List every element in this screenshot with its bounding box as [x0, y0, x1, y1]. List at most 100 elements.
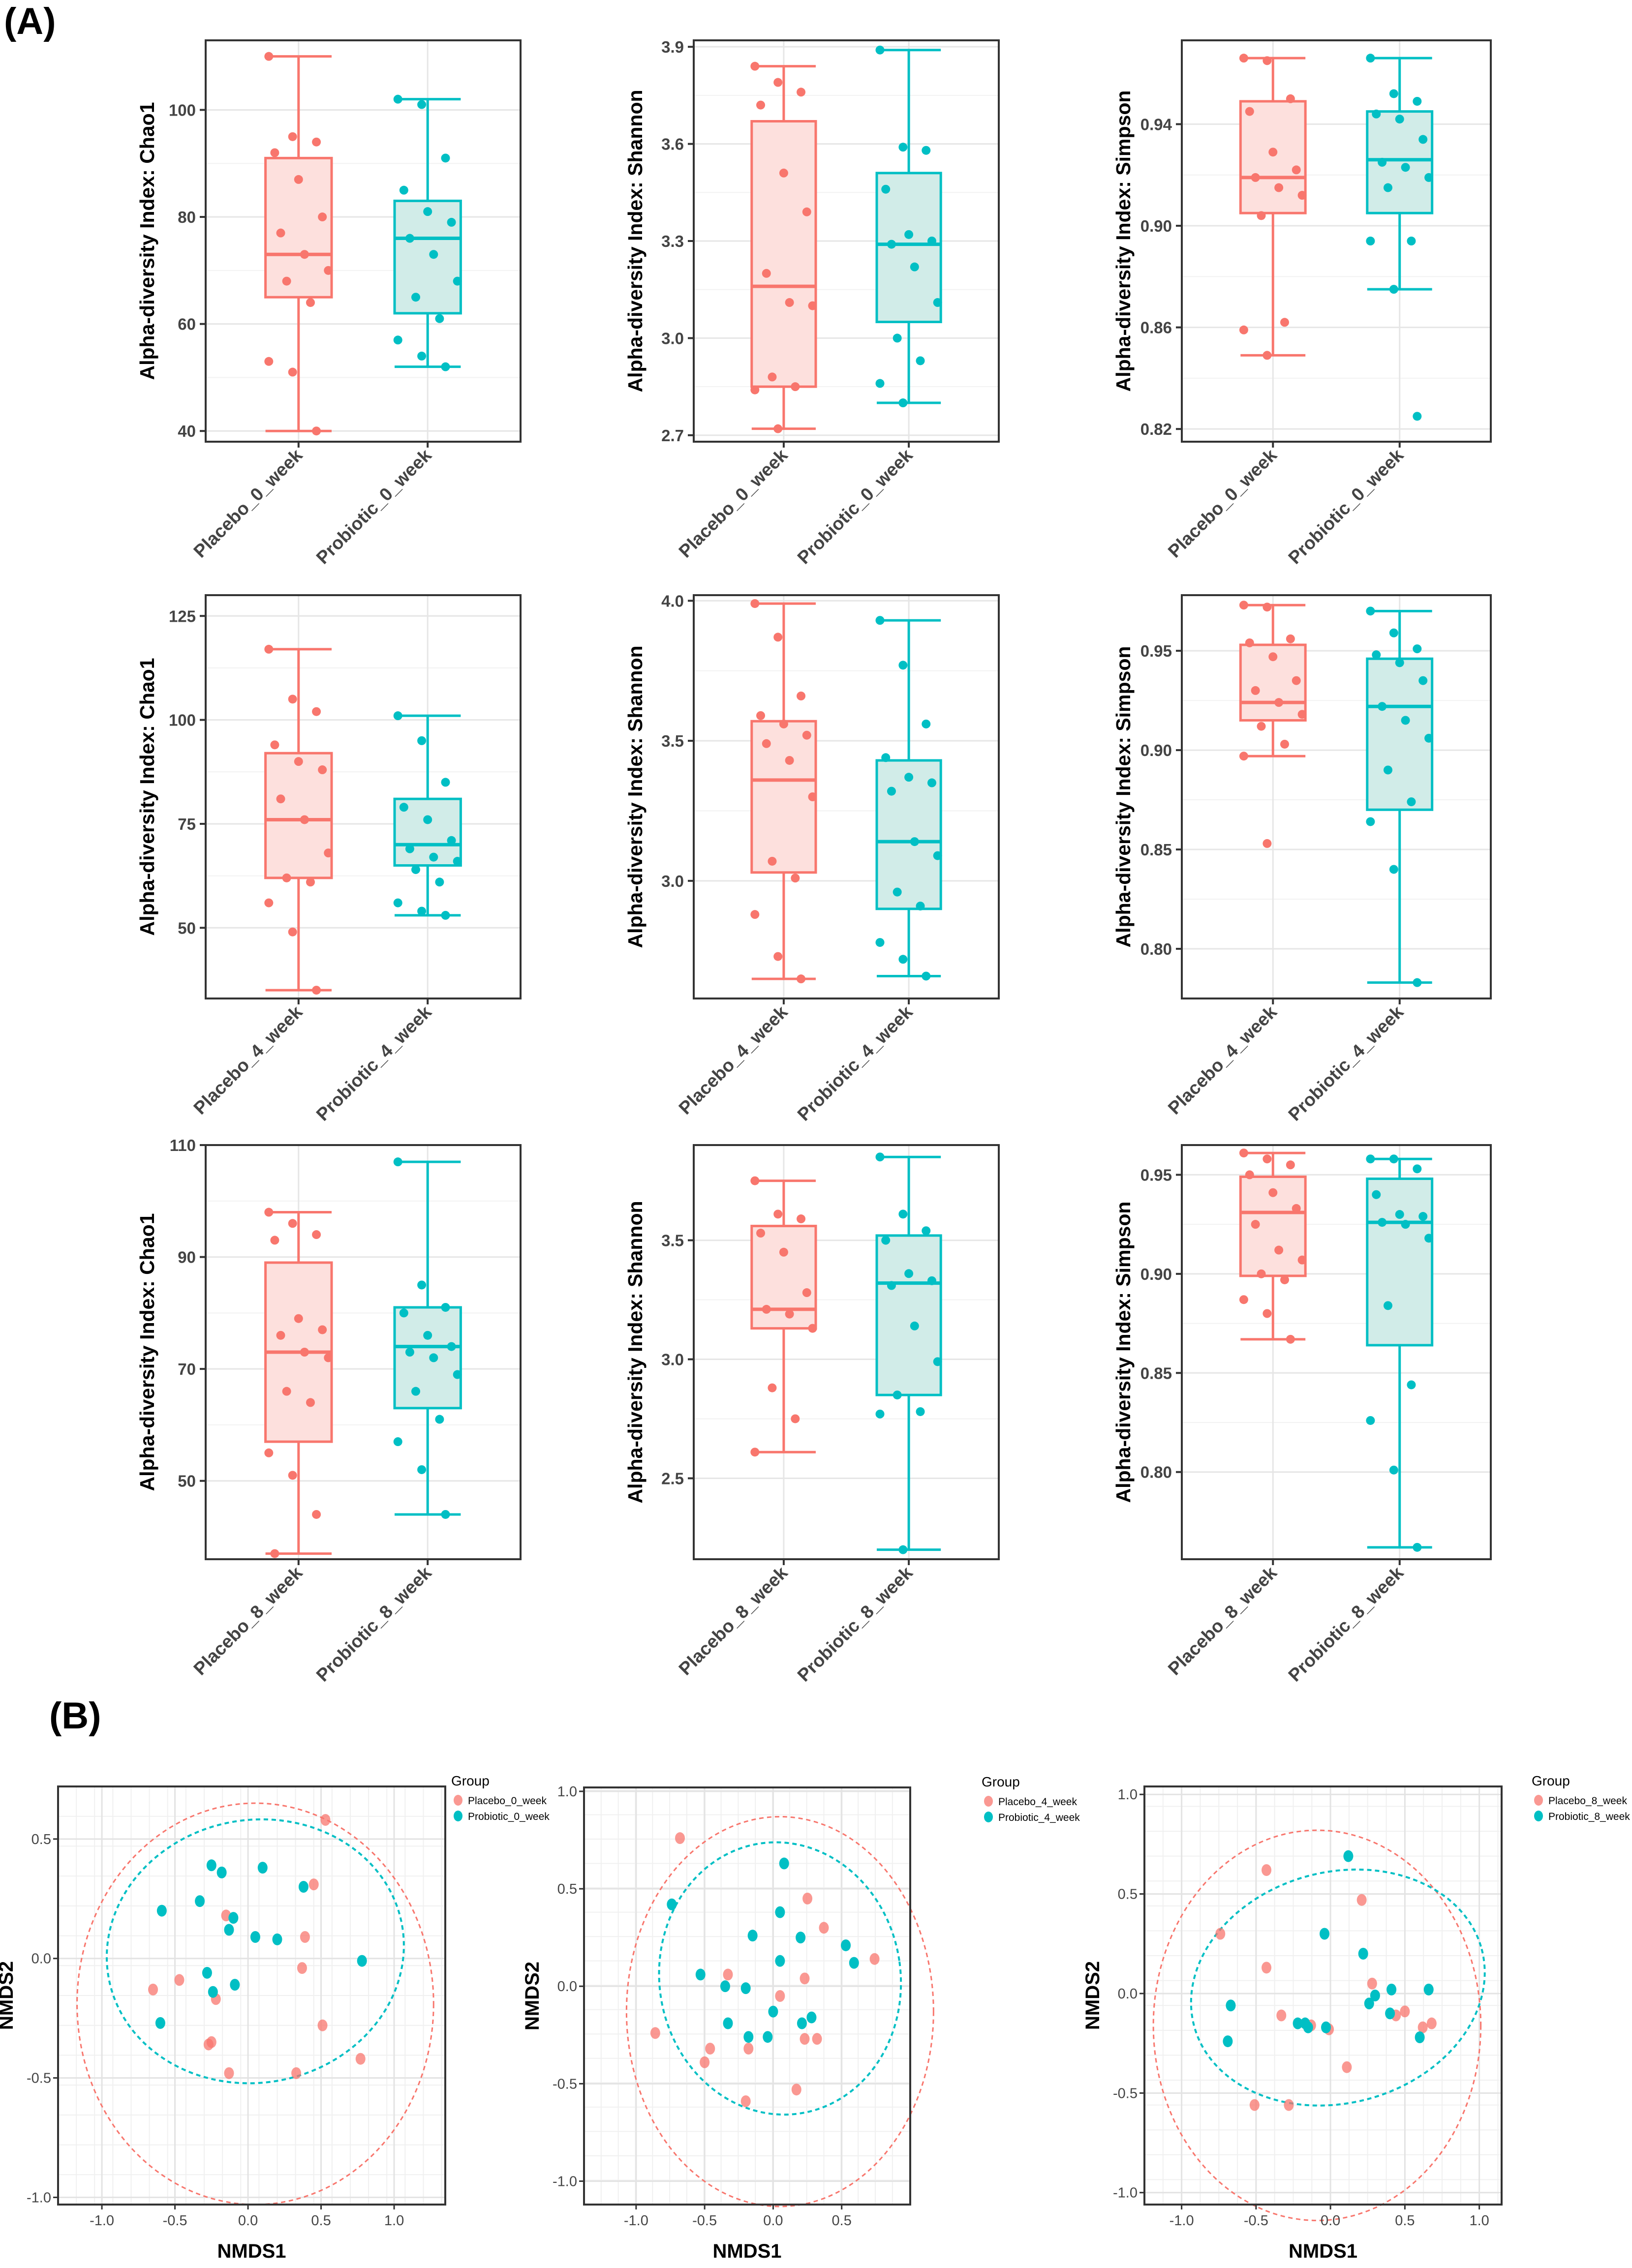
data-point — [1389, 285, 1398, 294]
data-point — [881, 184, 891, 194]
data-point — [927, 778, 936, 787]
box-Placebo_8_week — [264, 1208, 333, 1558]
y-tick-label: 0.95 — [1140, 1166, 1172, 1184]
data-point — [1280, 318, 1289, 327]
data-point — [411, 1387, 421, 1396]
legend-label: Probiotic_0_week — [468, 1811, 550, 1822]
y-tick-label: 0.0 — [557, 1979, 577, 1995]
data-point — [796, 1932, 806, 1944]
data-point — [429, 1353, 438, 1362]
y-tick-label: -1.0 — [553, 2174, 577, 2189]
data-point — [447, 836, 456, 845]
nmds-chart-12: -1.0 -0.5 0.0 0.5 1.0 -1.0 -0.5 0.0 0.5 1.0 NMDS1 N… — [1082, 1773, 1630, 2262]
data-point — [441, 153, 450, 163]
data-point — [264, 644, 274, 654]
data-point — [893, 333, 902, 343]
box-body — [1366, 1177, 1434, 1347]
box-Placebo_8_week — [1239, 1149, 1307, 1344]
data-point — [453, 857, 462, 866]
data-point — [399, 185, 408, 195]
data-point — [1297, 1255, 1307, 1265]
data-point — [1378, 702, 1387, 711]
data-point — [1366, 1154, 1375, 1164]
y-tick-label: 0.95 — [1140, 642, 1172, 660]
data-point — [898, 398, 908, 408]
plot-frame — [1181, 594, 1492, 999]
data-point — [1385, 2007, 1395, 2020]
data-point — [228, 1912, 239, 1924]
data-point — [393, 1157, 402, 1167]
data-point — [399, 803, 408, 812]
data-point — [779, 1247, 788, 1257]
box-Probiotic_4_week — [875, 616, 942, 981]
data-point — [750, 910, 760, 919]
data-point — [1262, 56, 1272, 65]
data-point — [1401, 1220, 1410, 1229]
data-point — [317, 2019, 328, 2031]
data-point — [1366, 54, 1375, 63]
y-tick-label: 60 — [178, 315, 196, 333]
data-point — [174, 1974, 185, 1986]
data-point — [393, 335, 402, 345]
data-point — [1423, 1983, 1434, 1996]
data-point — [1372, 650, 1381, 660]
data-point — [276, 1331, 285, 1340]
data-point — [324, 848, 333, 858]
data-point — [875, 1152, 885, 1162]
data-point — [806, 2011, 817, 2024]
data-point — [1356, 1894, 1367, 1906]
data-point — [1386, 1983, 1397, 1996]
data-point — [264, 357, 274, 366]
data-point — [808, 1324, 817, 1333]
data-point — [429, 250, 438, 259]
data-point — [802, 207, 811, 216]
y-tick-label: 0.0 — [1118, 1986, 1138, 2002]
box-body — [393, 1306, 462, 1410]
data-point — [791, 874, 800, 883]
data-point — [312, 707, 321, 716]
data-point — [1274, 1245, 1284, 1255]
data-point — [276, 228, 285, 238]
y-tick-label: 0.5 — [1118, 1887, 1138, 1903]
data-point — [775, 1906, 785, 1918]
data-point — [447, 217, 456, 227]
data-point — [849, 1957, 859, 1969]
x-tick-label: 0.0 — [238, 2213, 258, 2229]
panel-label-a: (A) — [4, 0, 56, 42]
y-tick-label: 3.5 — [661, 1232, 684, 1250]
data-point — [1384, 183, 1393, 192]
data-point — [875, 379, 885, 388]
data-point — [1286, 1160, 1295, 1170]
data-point — [1262, 1154, 1272, 1164]
data-point — [291, 2067, 302, 2079]
data-point — [441, 1510, 450, 1519]
series-Placebo_0_week — [148, 1814, 366, 2079]
x-tick-label: 0.5 — [311, 2213, 331, 2229]
y-tick-label: 2.7 — [661, 426, 684, 445]
legend: Group Placebo_8_week Probiotic_8_week — [1532, 1773, 1630, 1822]
x-tick-label: -1.0 — [90, 2213, 114, 2229]
data-point — [1418, 1212, 1428, 1221]
data-point — [435, 877, 444, 887]
data-point — [1413, 1542, 1422, 1552]
data-point — [306, 298, 315, 307]
y-axis-label: Alpha-diversity Index: Simpson — [1112, 646, 1135, 948]
data-point — [1262, 603, 1272, 612]
data-point — [1257, 722, 1266, 731]
data-point — [819, 1922, 829, 1934]
data-point — [257, 1862, 268, 1874]
data-point — [300, 1931, 310, 1943]
data-point — [1257, 211, 1266, 220]
data-point — [1384, 765, 1393, 775]
data-point — [927, 1276, 936, 1285]
data-point — [750, 1176, 760, 1185]
data-point — [272, 1933, 282, 1945]
box-Placebo_4_week — [750, 599, 817, 984]
legend-title: Group — [451, 1773, 490, 1788]
data-point — [904, 230, 914, 239]
y-tick-label: 75 — [178, 815, 196, 833]
data-point — [1251, 1220, 1260, 1229]
data-point — [933, 851, 942, 860]
data-point — [195, 1895, 205, 1907]
y-tick-label: 0.85 — [1140, 841, 1172, 859]
